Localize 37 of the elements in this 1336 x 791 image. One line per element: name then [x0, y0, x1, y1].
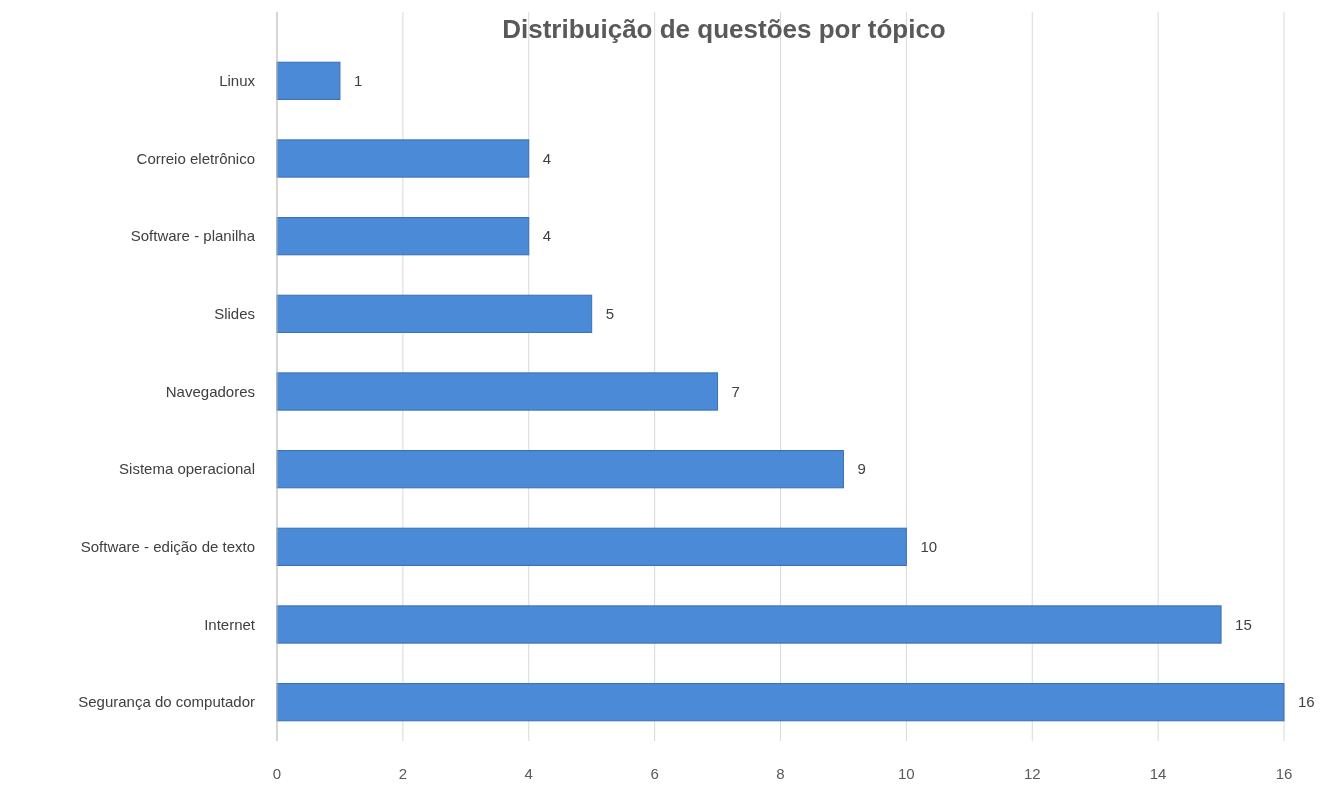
chart-title: Distribuição de questões por tópico — [502, 14, 946, 44]
bar — [276, 61, 341, 100]
x-tick-label: 2 — [398, 765, 408, 782]
y-tick-label: Linux — [219, 72, 256, 90]
x-tick-label: 10 — [898, 765, 915, 782]
y-tick-label: Correio eletrônico — [136, 149, 255, 167]
y-tick-label: Software - edição de texto — [80, 538, 255, 556]
bar — [276, 372, 719, 411]
data-label: 4 — [542, 227, 552, 245]
bar — [276, 683, 1285, 722]
data-label: 4 — [542, 149, 552, 167]
x-tick-label: 0 — [272, 765, 282, 782]
y-tick-label: Sistema operacional — [119, 460, 255, 478]
y-tick-label: Navegadores — [165, 382, 255, 400]
data-label: 1 — [353, 72, 363, 90]
bar — [276, 139, 530, 178]
x-tick-label: 4 — [524, 765, 533, 782]
y-tick-label: Software - planilha — [130, 227, 256, 245]
y-tick-label: Internet — [204, 615, 256, 633]
data-label: 10 — [920, 538, 938, 556]
bar — [276, 450, 844, 489]
y-tick-label: Segurança do computador — [78, 693, 255, 711]
x-tick-label: 6 — [650, 765, 659, 782]
bar — [276, 605, 1222, 644]
bar — [276, 294, 593, 333]
x-tick-label: 12 — [1023, 765, 1041, 782]
y-tick-label: Slides — [214, 305, 255, 323]
bar — [276, 217, 530, 256]
x-tick-label: 14 — [1149, 765, 1167, 782]
data-label: 9 — [857, 460, 866, 478]
bar — [276, 527, 907, 566]
x-tick-label: 8 — [776, 765, 785, 782]
data-label: 15 — [1235, 615, 1252, 633]
data-label: 5 — [605, 305, 615, 323]
x-tick-label: 16 — [1275, 765, 1293, 782]
data-label: 7 — [731, 382, 740, 400]
data-label: 16 — [1298, 693, 1315, 711]
